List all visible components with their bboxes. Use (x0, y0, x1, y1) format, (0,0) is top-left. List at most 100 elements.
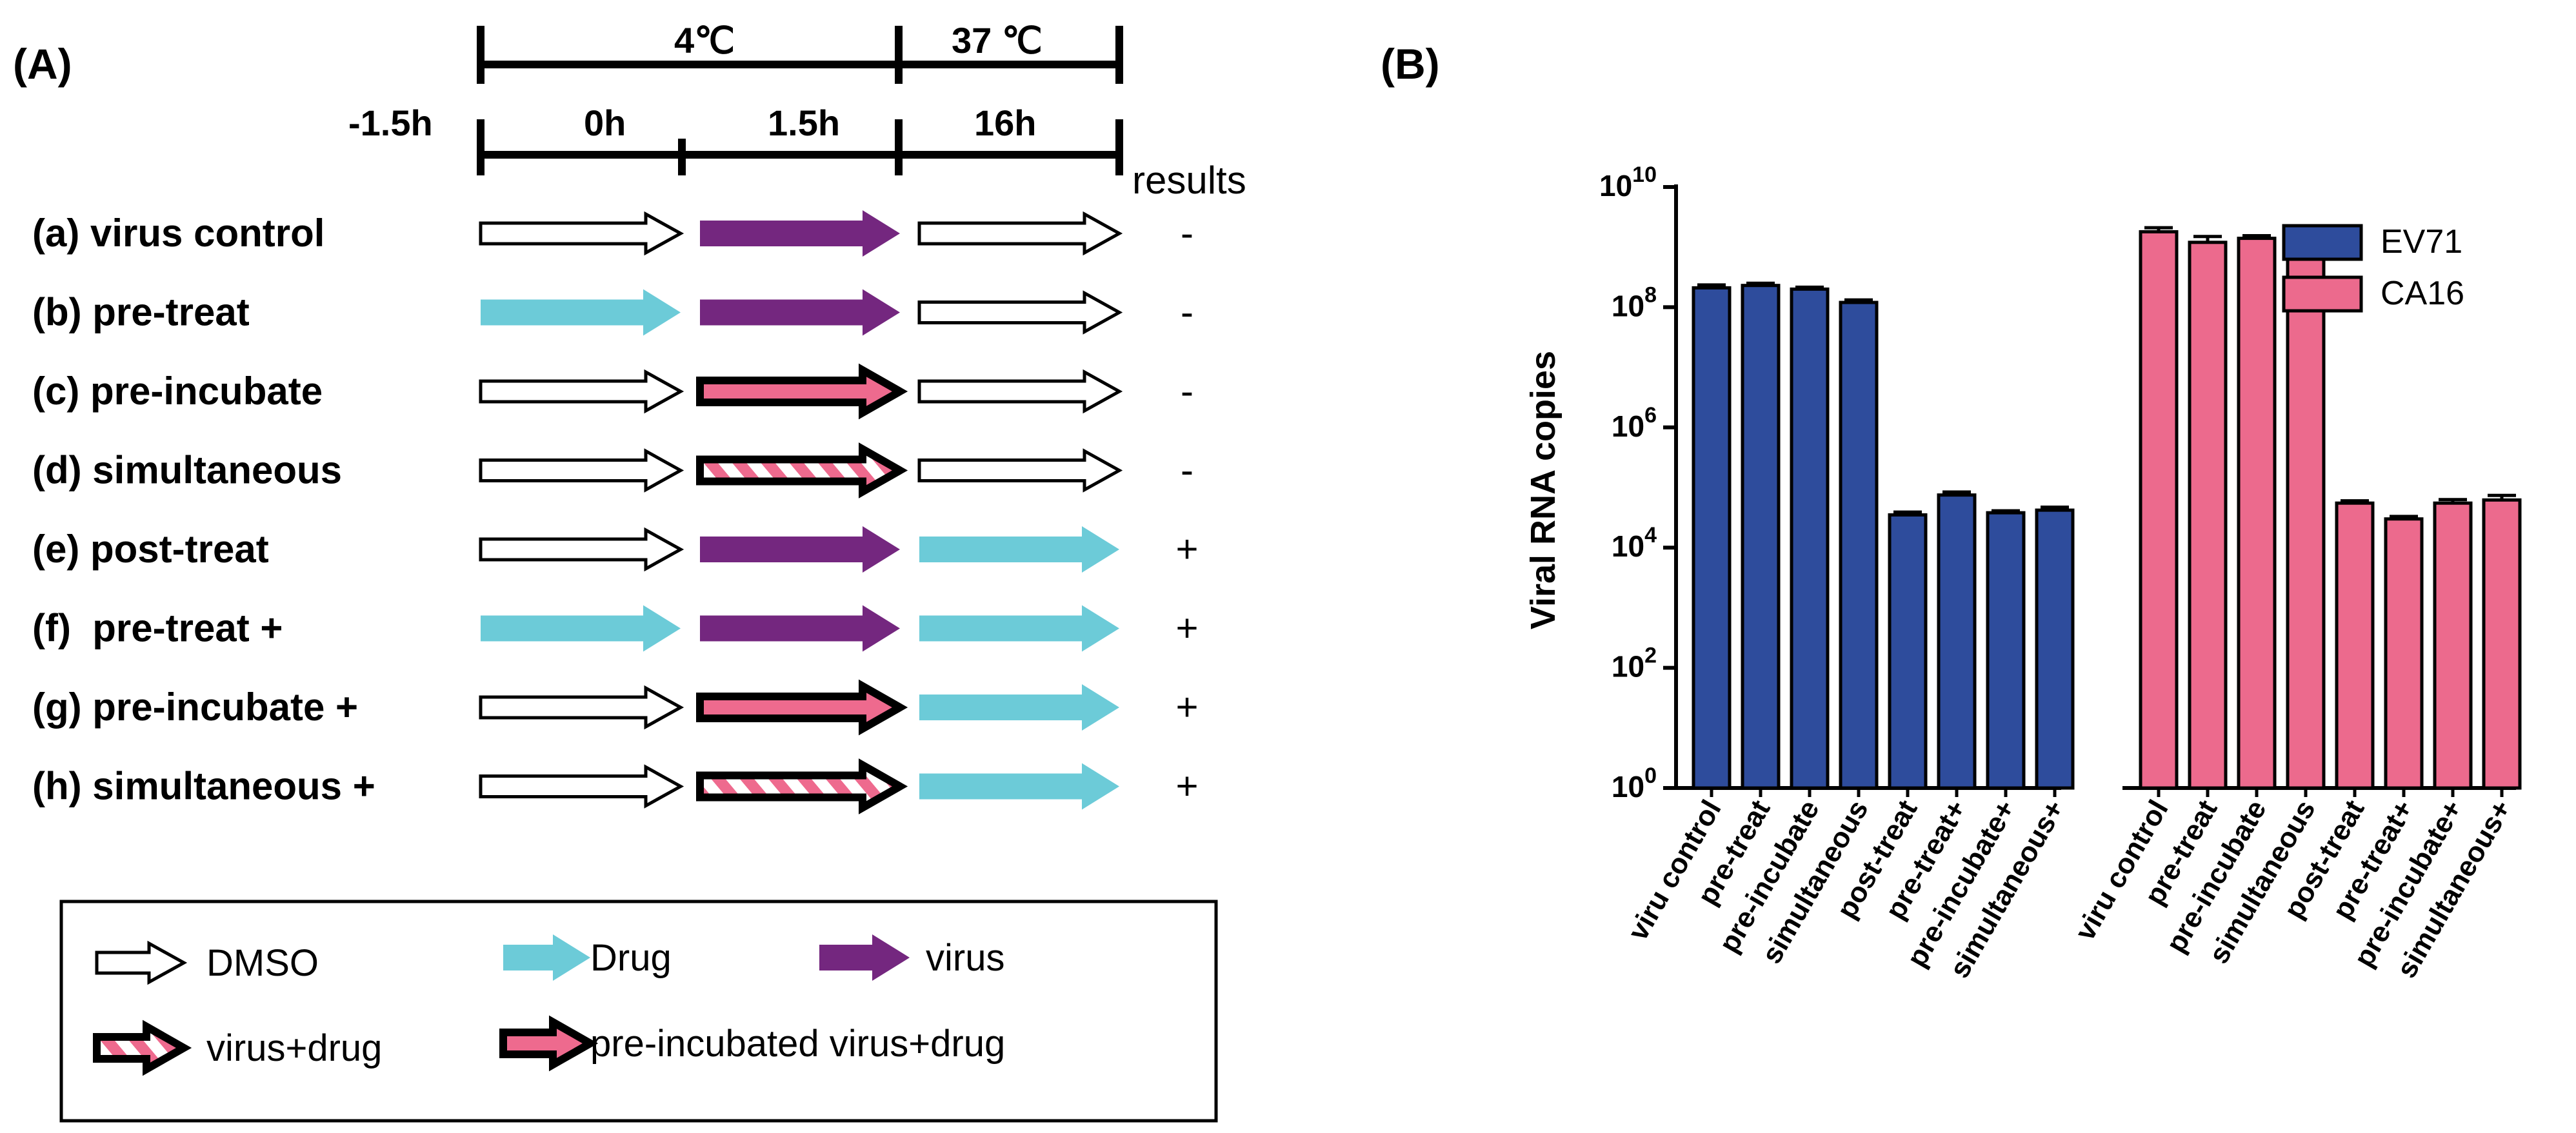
drug-arrow-icon (481, 289, 681, 336)
ca16-bar (2139, 230, 2179, 790)
y-tick-base: 10 (1612, 409, 1644, 443)
ev71-bar (1741, 284, 1781, 790)
dmso-arrow-icon (479, 369, 684, 414)
dmso-arrow-icon (479, 685, 684, 730)
protocol-row-label: (b) pre-treat (32, 291, 250, 334)
y-tick-exponent: 6 (1644, 403, 1657, 428)
preinc-arrow-icon (499, 1015, 599, 1072)
legend-item-label: DMSO (206, 942, 319, 984)
y-tick-label: 104 (1612, 523, 1657, 563)
stripe-arrow-icon (696, 758, 908, 814)
y-tick-label: 106 (1612, 403, 1657, 443)
legend-box (59, 900, 1218, 1123)
drug-arrow-icon (919, 684, 1119, 731)
chart-bars (1692, 226, 2522, 790)
y-tick-exponent: 10 (1632, 163, 1657, 187)
drug-arrow-icon (503, 934, 590, 981)
drug-arrow-icon (481, 605, 681, 652)
protocol-row-label: (c) pre-incubate (32, 369, 323, 413)
dmso-arrow-icon (479, 211, 684, 256)
legend-item-label: virus+drug (206, 1027, 382, 1069)
ev71-bar (1937, 493, 1977, 790)
legend: DMSO Drug virus virus+drug pre-incubated vir… (93, 934, 1005, 1076)
stripe-arrow-icon (93, 1020, 192, 1076)
protocol-row-result: - (1181, 291, 1193, 334)
virus-arrow-icon (700, 210, 900, 257)
legend-item: DMSO (95, 940, 319, 985)
virus-arrow-icon (819, 934, 910, 981)
protocol-row: (a) virus control - (32, 210, 1193, 257)
chart-legend-label: CA16 (2381, 275, 2464, 312)
y-tick-exponent: 2 (1644, 644, 1657, 668)
protocol-row-result: + (1175, 527, 1198, 571)
ca16-bar (2237, 237, 2277, 790)
virus-arrow-icon (700, 605, 900, 652)
dmso-arrow-icon (479, 448, 684, 493)
protocol-row: (d) simultaneous - (32, 442, 1193, 498)
protocol-rows: (a) virus control -(b) pre-treat -(c) pre-… (32, 210, 1199, 814)
time-label-minus-1-5h: -1.5h (348, 103, 433, 143)
preinc-arrow-icon (696, 363, 908, 420)
ev71-bar (1888, 513, 1928, 790)
y-tick-label: 102 (1612, 644, 1657, 684)
protocol-row-result: + (1175, 685, 1198, 729)
panel-a-label: (A) (13, 40, 72, 88)
protocol-row: (b) pre-treat - (32, 289, 1193, 336)
dmso-arrow-icon (917, 369, 1123, 414)
legend-item-label: Drug (590, 937, 672, 979)
y-tick-base: 10 (1599, 169, 1632, 202)
drug-arrow-icon (919, 763, 1119, 810)
legend-item: virus+drug (93, 1020, 382, 1076)
protocol-row-result: - (1181, 449, 1193, 492)
time-label-1-5h: 1.5h (768, 103, 840, 143)
ev71-bar (1986, 511, 2026, 790)
dmso-arrow-icon (917, 211, 1123, 256)
time-label-0h: 0h (584, 103, 626, 143)
panel-b-label: (B) (1381, 40, 1440, 88)
ev71-legend-swatch (2282, 224, 2363, 261)
protocol-row-result: + (1175, 607, 1198, 650)
ev71-bar (2035, 508, 2075, 790)
drug-arrow-icon (919, 526, 1119, 573)
legend-item-label: pre-incubated virus+drug (590, 1023, 1005, 1065)
chart-legend-item: CA16 (2282, 275, 2464, 313)
dmso-arrow-icon (479, 764, 684, 809)
ca16-bar (2482, 498, 2522, 790)
y-axis-label: Viral RNA copies (1524, 351, 1563, 629)
virus-arrow-icon (700, 526, 900, 573)
chart-legend-item: EV71 (2282, 223, 2462, 261)
temperature-4c: 4℃ (674, 20, 735, 61)
protocol-row-label: (g) pre-incubate + (32, 685, 358, 729)
protocol-row-label: (f) pre-treat + (32, 607, 283, 650)
ca16-bar (2335, 501, 2375, 790)
temperature-37c: 37 ℃ (952, 20, 1043, 61)
timeline (477, 26, 1123, 175)
ca16-legend-swatch (2282, 275, 2363, 313)
protocol-row-label: (a) virus control (32, 212, 324, 255)
results-header: results (1132, 159, 1246, 202)
protocol-row-result: + (1175, 765, 1198, 808)
ca16-bar (2384, 517, 2424, 790)
chart-legend: EV71 CA16 (2282, 223, 2464, 313)
legend-item: virus (819, 934, 1004, 981)
preinc-arrow-icon (696, 679, 908, 736)
ca16-bar (2188, 241, 2228, 790)
drug-arrow-icon (919, 605, 1119, 652)
y-tick-label: 100 (1612, 764, 1657, 803)
protocol-row: (f) pre-treat + + (32, 605, 1199, 652)
y-tick-base: 10 (1612, 289, 1644, 322)
y-tick-base: 10 (1612, 770, 1644, 803)
protocol-row-label: (h) simultaneous + (32, 765, 375, 808)
panel-a-protocol-diagram: (A) 4℃ 37 ℃ -1.5h 0h 1.5h 16h results (a… (13, 20, 1246, 1123)
protocol-row-label: (d) simultaneous (32, 449, 342, 492)
y-tick-exponent: 8 (1644, 282, 1657, 307)
stripe-arrow-icon (696, 442, 908, 498)
ev71-bar (1839, 300, 1879, 790)
ev71-bar (1692, 286, 1732, 790)
ca16-bar (2433, 501, 2473, 790)
dmso-arrow-icon (917, 448, 1123, 493)
legend-item: pre-incubated virus+drug (499, 1015, 1005, 1072)
y-tick-label: 108 (1612, 282, 1657, 322)
y-tick-base: 10 (1612, 650, 1644, 684)
